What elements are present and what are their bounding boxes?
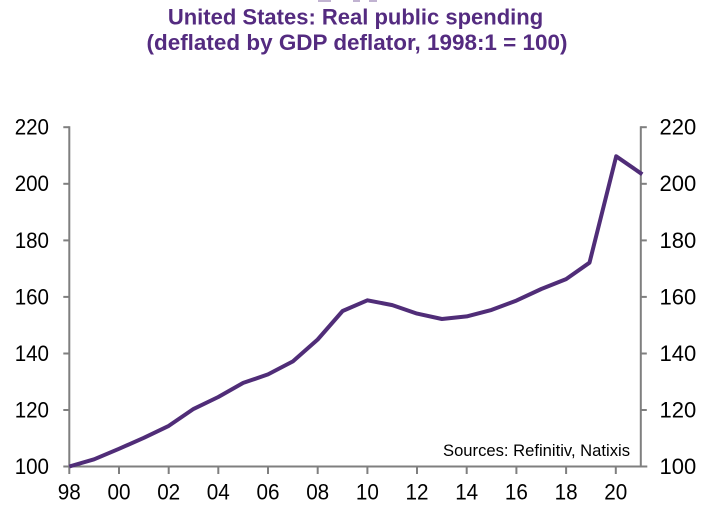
svg-text:20: 20 [604, 480, 627, 505]
svg-text:200: 200 [15, 171, 49, 196]
svg-text:16: 16 [505, 480, 528, 505]
svg-text:(deflated by GDP deflator, 199: (deflated by GDP deflator, 1998:1 = 100) [147, 30, 568, 55]
svg-text:98: 98 [58, 480, 81, 505]
svg-text:200: 200 [660, 171, 697, 196]
svg-text:120: 120 [15, 397, 49, 422]
svg-text:100: 100 [660, 454, 697, 479]
svg-text:18: 18 [555, 480, 578, 505]
svg-text:140: 140 [660, 341, 697, 366]
svg-text:220: 220 [15, 115, 49, 140]
svg-text:120: 120 [660, 397, 697, 422]
svg-text:06: 06 [257, 480, 280, 505]
svg-text:100: 100 [15, 454, 49, 479]
svg-text:140: 140 [15, 341, 49, 366]
svg-text:04: 04 [207, 480, 230, 505]
svg-text:10: 10 [356, 480, 379, 505]
svg-text:220: 220 [660, 115, 697, 140]
svg-text:08: 08 [306, 480, 329, 505]
svg-text:02: 02 [157, 480, 180, 505]
svg-text:00: 00 [108, 480, 131, 505]
svg-text:180: 180 [660, 228, 697, 253]
svg-text:160: 160 [15, 284, 49, 309]
svg-text:180: 180 [15, 228, 49, 253]
svg-text:United States: Real public spe: United States: Real public spending [168, 4, 543, 29]
svg-text:Sources: Refinitiv, Natixis: Sources: Refinitiv, Natixis [443, 442, 630, 460]
svg-text:14: 14 [455, 480, 478, 505]
svg-text:12: 12 [406, 480, 429, 505]
svg-text:160: 160 [660, 284, 697, 309]
